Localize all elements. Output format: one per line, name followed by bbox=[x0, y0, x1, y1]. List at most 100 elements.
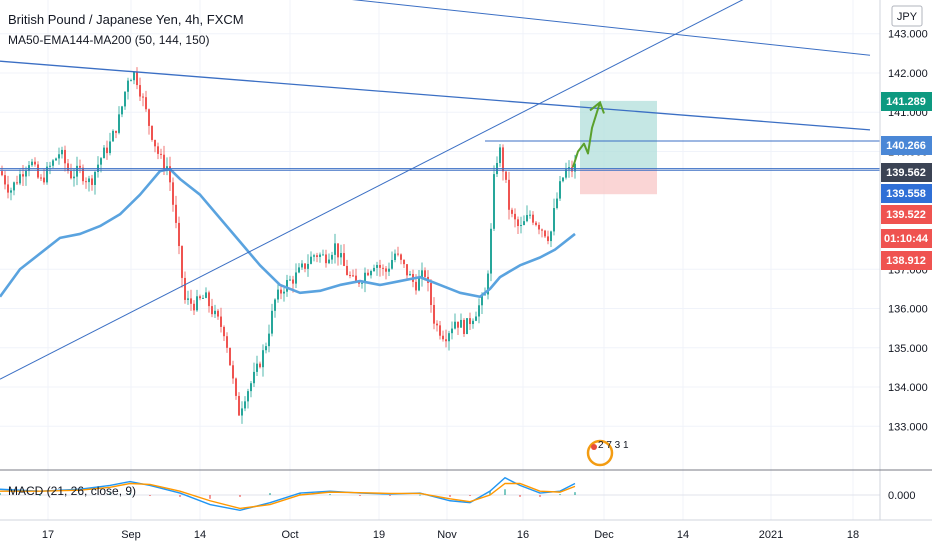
indicator-legend[interactable]: MA50-EMA144-MA200 (50, 144, 150) bbox=[8, 33, 209, 47]
candle-body bbox=[559, 181, 561, 199]
price-scale[interactable] bbox=[880, 0, 932, 550]
candle-body bbox=[154, 139, 156, 147]
candle-body bbox=[55, 158, 57, 161]
candle-body bbox=[256, 363, 258, 372]
candle-body bbox=[238, 395, 240, 416]
candle-body bbox=[19, 174, 21, 184]
candle-body bbox=[373, 267, 375, 272]
candle-body bbox=[349, 275, 351, 277]
price-badge bbox=[881, 136, 932, 155]
position-tool[interactable] bbox=[580, 100, 657, 195]
candle-body bbox=[178, 222, 180, 247]
candle-body bbox=[421, 270, 423, 278]
candle-body bbox=[382, 267, 384, 269]
loss-zone[interactable] bbox=[580, 168, 657, 195]
candle-body bbox=[226, 336, 228, 348]
price-badge-label: 141.289 bbox=[886, 96, 926, 108]
macd-zero-tick: 0.000 bbox=[888, 490, 916, 502]
candle-body bbox=[556, 198, 558, 209]
candle-body bbox=[484, 294, 486, 296]
candle-body bbox=[433, 304, 435, 324]
time-tick-label: 18 bbox=[847, 529, 859, 541]
price-badge-label: 139.562 bbox=[886, 167, 926, 179]
candle-body bbox=[493, 174, 495, 229]
candle-body bbox=[553, 208, 555, 232]
candle-body bbox=[268, 333, 270, 347]
candle-body bbox=[280, 289, 282, 294]
candle-body bbox=[7, 184, 9, 193]
candle-body bbox=[103, 147, 105, 159]
macd-line bbox=[0, 476, 576, 512]
candle-body bbox=[472, 320, 474, 325]
currency-box[interactable] bbox=[891, 5, 923, 27]
candle-body bbox=[364, 272, 366, 283]
candle-body bbox=[142, 96, 144, 98]
price-series bbox=[0, 67, 576, 424]
projection-arrow[interactable] bbox=[572, 102, 601, 168]
candle-body bbox=[91, 178, 93, 185]
candle-body bbox=[160, 153, 162, 155]
candle-body bbox=[502, 147, 504, 172]
candle-body bbox=[397, 253, 399, 255]
candle-body bbox=[490, 228, 492, 274]
macd-histogram-bar bbox=[559, 494, 561, 496]
candle-body bbox=[259, 363, 261, 368]
macd-histogram-bar bbox=[79, 494, 81, 496]
candle-body bbox=[208, 292, 210, 307]
candle-body bbox=[301, 263, 303, 268]
candle-body bbox=[448, 333, 450, 342]
trend-line[interactable] bbox=[0, 0, 830, 380]
candle-body bbox=[133, 71, 135, 81]
candle-body bbox=[40, 177, 42, 179]
candle-body bbox=[403, 259, 405, 265]
drawings[interactable] bbox=[0, 0, 880, 380]
macd-pane bbox=[0, 476, 880, 512]
candle-body bbox=[445, 339, 447, 342]
projection-arrow-head[interactable] bbox=[589, 100, 605, 114]
candle-body bbox=[574, 163, 576, 172]
candle-body bbox=[247, 391, 249, 402]
candle-body bbox=[466, 318, 468, 334]
candle-body bbox=[385, 268, 387, 272]
trend-line[interactable] bbox=[305, 0, 871, 56]
candle-body bbox=[418, 277, 420, 291]
price-tick-label: 133.000 bbox=[888, 421, 928, 433]
macd-histogram-bar bbox=[469, 495, 471, 496]
grid bbox=[0, 0, 880, 520]
candle-body bbox=[376, 264, 378, 268]
candle-body bbox=[16, 182, 18, 184]
candle-body bbox=[112, 130, 114, 142]
macd-histogram-bar bbox=[239, 495, 241, 497]
candle-body bbox=[388, 268, 390, 272]
candle-body bbox=[409, 274, 411, 276]
candle-body bbox=[58, 154, 60, 159]
candle-body bbox=[346, 265, 348, 276]
candle-body bbox=[22, 174, 24, 177]
candle-body bbox=[163, 154, 165, 169]
candle-body bbox=[541, 229, 543, 231]
candle-body bbox=[253, 371, 255, 384]
candle-body bbox=[307, 263, 309, 269]
candle-body bbox=[538, 224, 540, 230]
candle-body bbox=[145, 97, 147, 110]
candle-body bbox=[199, 296, 201, 299]
trend-line[interactable] bbox=[0, 60, 871, 131]
candle-body bbox=[241, 408, 243, 416]
macd-histogram-bar bbox=[504, 489, 506, 495]
candle-body bbox=[325, 254, 327, 264]
candle-body bbox=[184, 277, 186, 300]
candle-body bbox=[367, 272, 369, 276]
candle-body bbox=[478, 305, 480, 317]
candle-body bbox=[319, 254, 321, 257]
candle-body bbox=[406, 264, 408, 276]
macd-legend[interactable]: MACD (21, 26, close, 9) bbox=[8, 484, 136, 498]
candle-body bbox=[70, 171, 72, 179]
candle-body bbox=[190, 298, 192, 304]
candle-body bbox=[148, 109, 150, 126]
macd-signal-line bbox=[0, 482, 576, 510]
candle-body bbox=[499, 147, 501, 164]
candle-body bbox=[361, 282, 363, 284]
time-axis[interactable]: 17 Sep 14 Oct 19 Nov 16 Dec 14 2021 18 bbox=[42, 529, 859, 541]
candle-body bbox=[115, 130, 117, 133]
